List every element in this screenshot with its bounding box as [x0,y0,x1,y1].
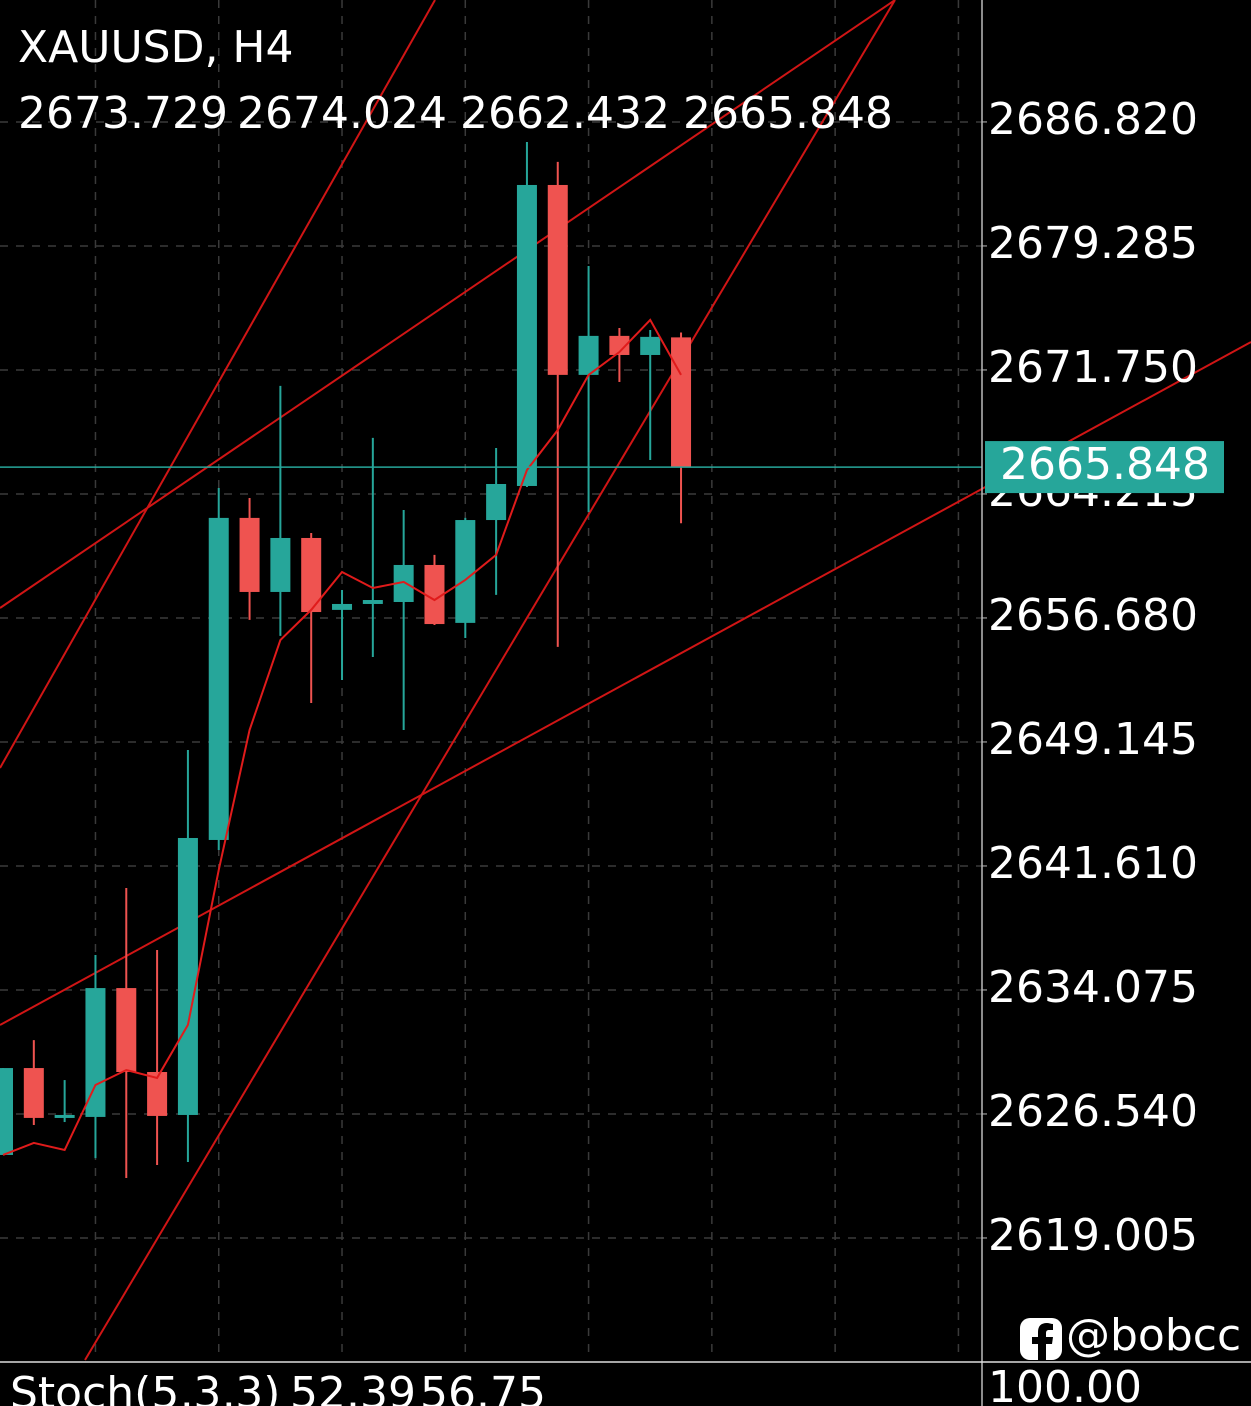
candle-body [393,564,414,602]
candle-body [301,537,322,613]
y-tick-label: 2634.075 [988,962,1198,1013]
candle-body [177,837,198,1115]
y-tick-label: 2686.820 [988,94,1198,145]
candle-body [147,1072,168,1116]
facebook-glyph [1032,1323,1053,1360]
candle-body [640,336,661,355]
chart-title: XAUUSD, H4 [18,22,294,73]
y-tick-label: 2619.005 [988,1210,1198,1261]
candle-body [671,337,692,468]
trend-line [0,0,896,609]
y-tick-label: 2626.540 [988,1086,1198,1137]
trend-line [0,0,436,769]
price-axis: 2686.8202679.2852671.7502664.2152656.680… [982,94,1224,1261]
candle-body [23,1068,44,1118]
y-tick-label: 2656.680 [988,590,1198,641]
candle-body [609,335,630,355]
y-tick-label: 2671.750 [988,342,1198,393]
plot [0,142,982,1178]
candle-body [455,520,476,623]
moving-average [2,318,682,1156]
y-tick-label: 2641.610 [988,838,1198,889]
candle-body [362,600,383,604]
candle-body [516,184,537,486]
indicator-tick-label: 100.00 [988,1362,1142,1406]
candle-body [116,988,137,1073]
ohlc-close: 2665.848 [683,88,893,139]
ohlc-open: 2673.729 [18,88,228,139]
last-price-label: 2665.848 [1000,439,1210,490]
ohlc-low: 2662.432 [460,88,670,139]
candle-body [547,184,568,375]
ohlc-high: 2674.024 [237,88,447,139]
last-price-box [985,441,1224,494]
candle-body [208,517,229,840]
candle-body [578,335,599,375]
candle-body [85,988,106,1117]
trend-line [84,0,896,1361]
candle-body [424,564,445,625]
watermark-icon [1020,1318,1062,1360]
indicator-d: 56.75 [420,1368,546,1406]
watermark: @bobcc [1066,1310,1241,1361]
candle-body [486,483,507,521]
y-tick-label: 2679.285 [988,218,1198,269]
candle-body [239,517,260,592]
indicator-k: 52.39 [290,1368,416,1406]
candle-body [54,1114,75,1118]
candle-body [270,537,291,592]
candle-body [0,1068,13,1155]
indicator-title: Stoch(5,3,3) [10,1368,280,1406]
candle-body [332,603,353,610]
y-tick-label: 2649.145 [988,714,1198,765]
